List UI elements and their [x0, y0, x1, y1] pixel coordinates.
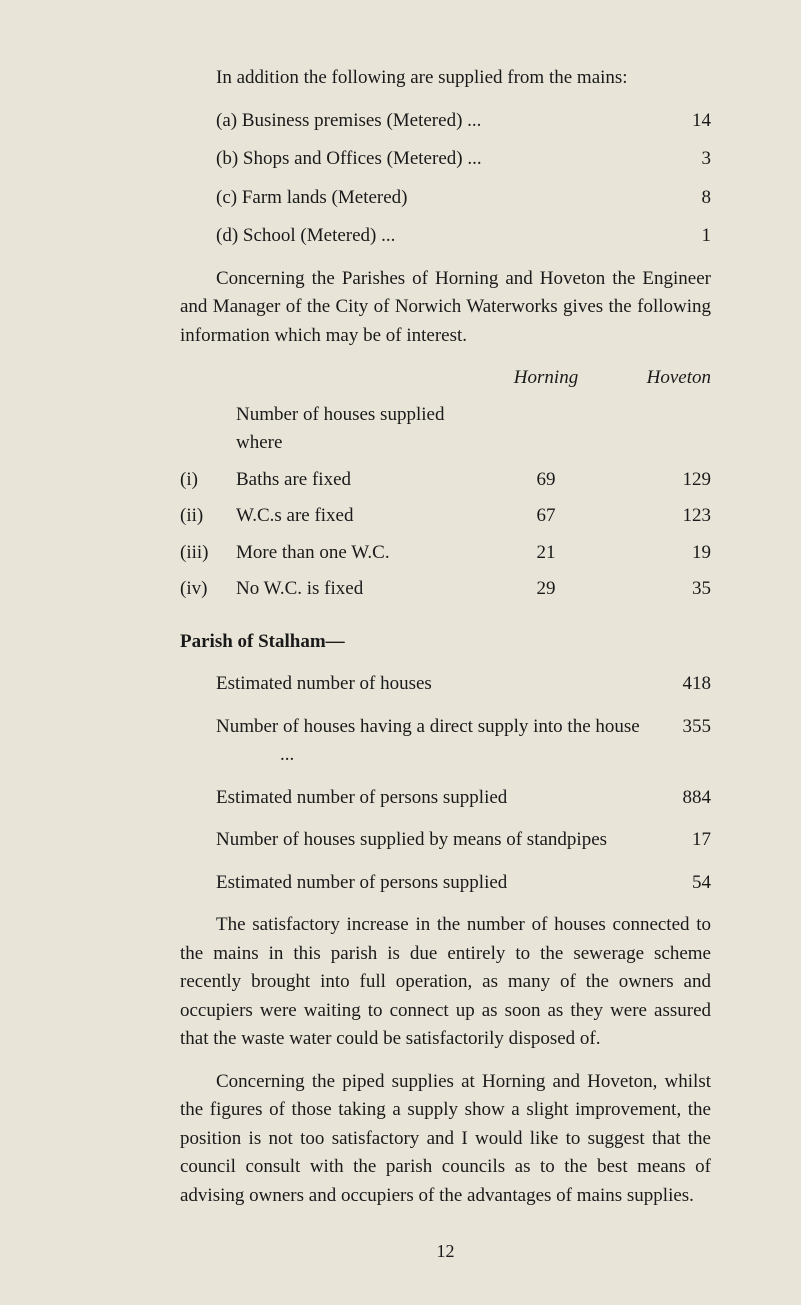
table-row: (i) Baths are fixed 69 129 [180, 466, 711, 495]
col-header-horning: Horning [491, 364, 601, 393]
list-label: (d) School (Metered) ... [216, 222, 671, 251]
row-marker: (ii) [180, 502, 236, 531]
row-marker: (iii) [180, 539, 236, 568]
list-value: 14 [671, 107, 711, 136]
body-paragraph: Concerning the Parishes of Horning and H… [180, 265, 711, 351]
table-row: (iii) More than one W.C. 21 19 [180, 539, 711, 568]
stalham-value: 418 [661, 670, 711, 699]
list-item: (c) Farm lands (Metered) 8 [180, 184, 711, 213]
list-label: (a) Business premises (Metered) ... [216, 107, 671, 136]
stalham-item: Number of houses having a direct supply … [216, 713, 711, 770]
row-hoveton: 123 [601, 502, 711, 531]
table-row: (iv) No W.C. is fixed 29 35 [180, 575, 711, 604]
list-value: 3 [671, 145, 711, 174]
row-label: W.C.s are fixed [236, 502, 491, 531]
stalham-item: Estimated number of houses 418 [216, 670, 711, 699]
row-horning: 29 [491, 575, 601, 604]
stalham-value: 355 [661, 713, 711, 742]
stalham-item: Number of houses supplied by means of st… [216, 826, 711, 855]
row-hoveton: 129 [601, 466, 711, 495]
stalham-label: Estimated number of houses [216, 670, 661, 699]
row-horning: 21 [491, 539, 601, 568]
row-label: More than one W.C. [236, 539, 491, 568]
row-horning: 69 [491, 466, 601, 495]
row-label: No W.C. is fixed [236, 575, 491, 604]
page-number: 12 [180, 1238, 711, 1265]
stalham-value: 17 [661, 826, 711, 855]
row-marker: (i) [180, 466, 236, 495]
list-item: (d) School (Metered) ... 1 [180, 222, 711, 251]
row-hoveton: 35 [601, 575, 711, 604]
list-value: 8 [671, 184, 711, 213]
row-marker: (iv) [180, 575, 236, 604]
houses-table: Horning Hoveton Number of houses supplie… [180, 364, 711, 604]
stalham-heading: Parish of Stalham— [180, 628, 711, 657]
table-lead: Number of houses supplied where [236, 401, 491, 458]
row-hoveton: 19 [601, 539, 711, 568]
stalham-item: Estimated number of persons supplied 884 [216, 784, 711, 813]
col-header-hoveton: Hoveton [601, 364, 711, 393]
list-item: (b) Shops and Offices (Metered) ... 3 [180, 145, 711, 174]
list-value: 1 [671, 222, 711, 251]
stalham-value: 54 [661, 869, 711, 898]
stalham-label: Number of houses having a direct supply … [216, 713, 661, 770]
body-paragraph: Concerning the piped supplies at Horning… [180, 1068, 711, 1211]
table-lead-row: Number of houses supplied where [180, 401, 711, 458]
list-label: (c) Farm lands (Metered) [216, 184, 671, 213]
row-label: Baths are fixed [236, 466, 491, 495]
stalham-label: Number of houses supplied by means of st… [216, 826, 661, 855]
stalham-label: Estimated number of persons supplied [216, 784, 661, 813]
body-paragraph: The satisfactory increase in the number … [180, 911, 711, 1054]
list-label: (b) Shops and Offices (Metered) ... [216, 145, 671, 174]
stalham-label: Estimated number of persons supplied [216, 869, 661, 898]
stalham-value: 884 [661, 784, 711, 813]
intro-paragraph: In addition the following are supplied f… [180, 64, 711, 93]
stalham-item: Estimated number of persons supplied 54 [216, 869, 711, 898]
row-horning: 67 [491, 502, 601, 531]
table-row: (ii) W.C.s are fixed 67 123 [180, 502, 711, 531]
table-header-row: Horning Hoveton [180, 364, 711, 393]
list-item: (a) Business premises (Metered) ... 14 [180, 107, 711, 136]
